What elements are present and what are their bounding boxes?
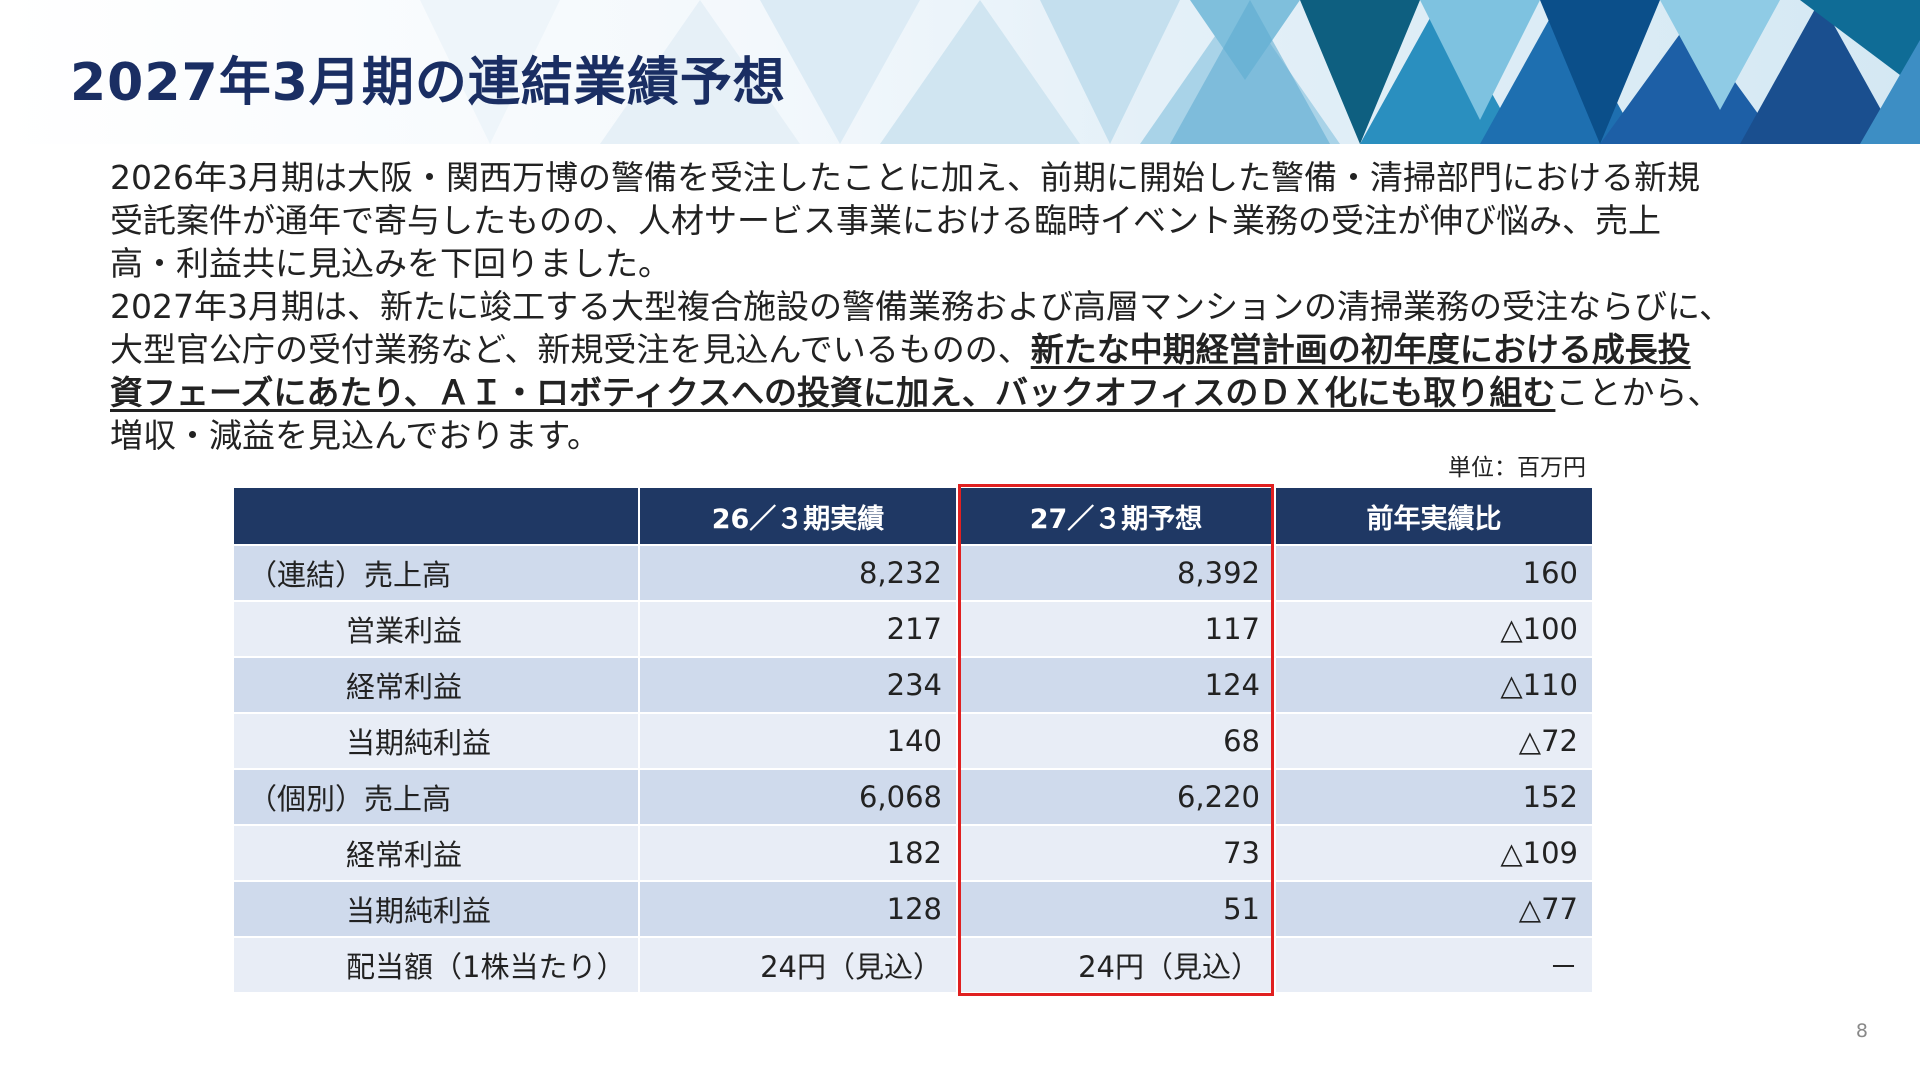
- text-line: 受託案件が通年で寄与したものの、人材サービス事業における臨時イベント業務の受注が…: [110, 201, 1661, 240]
- forecast-value: 124: [956, 656, 1276, 714]
- row-label: 経常利益: [232, 824, 640, 882]
- forecast-value: 117: [956, 600, 1276, 658]
- forecast-table: 26／３期実績 27／３期予想 前年実績比 （連結）売上高 8,232 8,392 1…: [232, 486, 1594, 994]
- forecast-value: 24円（見込）: [956, 936, 1276, 994]
- actual-value: 8,232: [638, 544, 958, 602]
- text-emphasis: 資フェーズにあたり、ＡＩ・ロボティクスへの投資に加え、バックオフィスのＤＸ化にも…: [110, 373, 1556, 412]
- forecast-value: 8,392: [956, 544, 1276, 602]
- row-label: 当期純利益: [232, 712, 640, 770]
- yoy-value: △109: [1274, 824, 1594, 882]
- row-label: 経常利益: [232, 656, 640, 714]
- yoy-value: －: [1274, 936, 1594, 994]
- yoy-value: 160: [1274, 544, 1594, 602]
- page-number: 8: [1855, 1020, 1868, 1042]
- decorative-triangles: [420, 0, 1920, 144]
- yoy-value: △77: [1274, 880, 1594, 938]
- text-line: 資フェーズにあたり、ＡＩ・ロボティクスへの投資に加え、バックオフィスのＤＸ化にも…: [110, 371, 1870, 414]
- table-row: 営業利益 217 117 △100: [232, 600, 1594, 658]
- row-label: （連結）売上高: [232, 544, 640, 602]
- description-text: 2026年3月期は大阪・関西万博の警備を受注したことに加え、前期に開始した警備・…: [110, 156, 1870, 457]
- actual-value: 6,068: [638, 768, 958, 826]
- header-cell-label: [232, 486, 640, 546]
- text-line: 2027年3月期は、新たに竣工する大型複合施設の警備業務および高層マンションの清…: [110, 287, 1732, 326]
- text-line: 増収・減益を見込んでおります。: [110, 416, 601, 455]
- yoy-value: △72: [1274, 712, 1594, 770]
- table-row: 経常利益 182 73 △109: [232, 824, 1594, 882]
- row-label: 配当額（1株当たり）: [232, 936, 640, 994]
- actual-value: 24円（見込）: [638, 936, 958, 994]
- row-label: 営業利益: [232, 600, 640, 658]
- actual-value: 217: [638, 600, 958, 658]
- text-plain: 大型官公庁の受付業務など、新規受注を見込んでいるものの、: [110, 330, 1031, 369]
- forecast-value: 6,220: [956, 768, 1276, 826]
- actual-value: 140: [638, 712, 958, 770]
- yoy-value: 152: [1274, 768, 1594, 826]
- table-row: 経常利益 234 124 △110: [232, 656, 1594, 714]
- yoy-value: △110: [1274, 656, 1594, 714]
- text-line: 大型官公庁の受付業務など、新規受注を見込んでいるものの、新たな中期経営計画の初年…: [110, 328, 1870, 371]
- forecast-value: 73: [956, 824, 1276, 882]
- header-cell-actual: 26／３期実績: [638, 486, 958, 546]
- table-row: 当期純利益 140 68 △72: [232, 712, 1594, 770]
- forecast-value: 68: [956, 712, 1276, 770]
- forecast-value: 51: [956, 880, 1276, 938]
- text-line: 2026年3月期は大阪・関西万博の警備を受注したことに加え、前期に開始した警備・…: [110, 158, 1700, 197]
- header-banner: 2027年3月期の連結業績予想: [0, 0, 1920, 144]
- page-title: 2027年3月期の連結業績予想: [70, 53, 786, 113]
- header-cell-forecast: 27／３期予想: [956, 486, 1276, 546]
- actual-value: 234: [638, 656, 958, 714]
- text-plain: ことから、: [1555, 373, 1721, 412]
- actual-value: 128: [638, 880, 958, 938]
- row-label: （個別）売上高: [232, 768, 640, 826]
- table-body: （連結）売上高 8,232 8,392 160 営業利益 217 117 △100 経常利益 23…: [232, 544, 1594, 994]
- yoy-value: △100: [1274, 600, 1594, 658]
- header-cell-yoy: 前年実績比: [1274, 486, 1594, 546]
- table-row: （連結）売上高 8,232 8,392 160: [232, 544, 1594, 602]
- actual-value: 182: [638, 824, 958, 882]
- row-label: 当期純利益: [232, 880, 640, 938]
- table-header-row: 26／３期実績 27／３期予想 前年実績比: [232, 486, 1594, 546]
- unit-label: 単位：百万円: [1448, 455, 1586, 481]
- table-row: （個別）売上高 6,068 6,220 152: [232, 768, 1594, 826]
- table-row: 当期純利益 128 51 △77: [232, 880, 1594, 938]
- text-line: 高・利益共に見込みを下回りました。: [110, 244, 671, 283]
- table-row: 配当額（1株当たり） 24円（見込） 24円（見込）－: [232, 936, 1594, 994]
- text-emphasis: 新たな中期経営計画の初年度における成長投: [1030, 330, 1691, 369]
